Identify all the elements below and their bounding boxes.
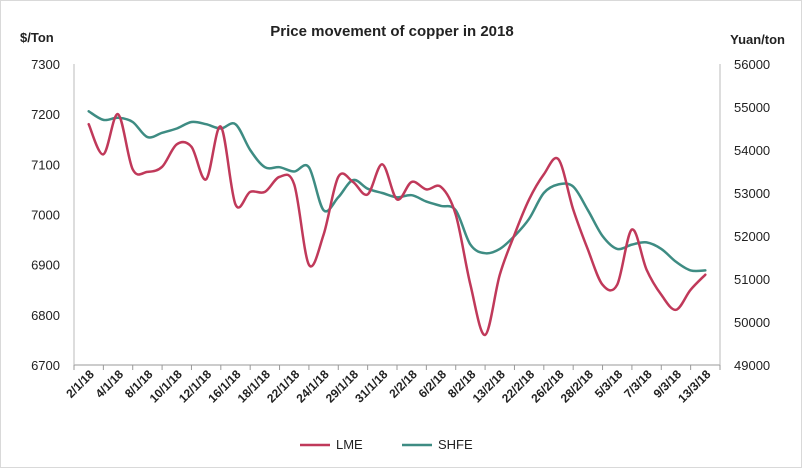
legend-label-shfe: SHFE bbox=[438, 437, 473, 452]
left-tick-label: 6700 bbox=[31, 358, 60, 373]
left-tick-label: 7200 bbox=[31, 107, 60, 122]
right-tick-label: 55000 bbox=[734, 100, 770, 115]
legend: LME SHFE bbox=[300, 437, 473, 452]
right-tick-label: 51000 bbox=[734, 272, 770, 287]
left-tick-label: 6900 bbox=[31, 258, 60, 273]
left-tick-label: 7300 bbox=[31, 57, 60, 72]
legend-label-lme: LME bbox=[336, 437, 363, 452]
right-axis-unit: Yuan/ton bbox=[730, 32, 785, 47]
series-line-lme bbox=[87, 112, 707, 337]
right-tick-label: 50000 bbox=[734, 315, 770, 330]
left-tick-label: 6800 bbox=[31, 308, 60, 323]
left-tick-label: 7100 bbox=[31, 157, 60, 172]
left-tick-label: 7000 bbox=[31, 208, 60, 223]
right-tick-label: 54000 bbox=[734, 143, 770, 158]
chart-title: Price movement of copper in 2018 bbox=[270, 23, 513, 40]
right-tick-label: 56000 bbox=[734, 57, 770, 72]
right-tick-label: 52000 bbox=[734, 229, 770, 244]
right-tick-label: 49000 bbox=[734, 358, 770, 373]
left-axis-unit: $/Ton bbox=[20, 30, 54, 45]
right-tick-label: 53000 bbox=[734, 186, 770, 201]
series-layer bbox=[87, 110, 707, 337]
series-line-shfe bbox=[87, 110, 707, 273]
